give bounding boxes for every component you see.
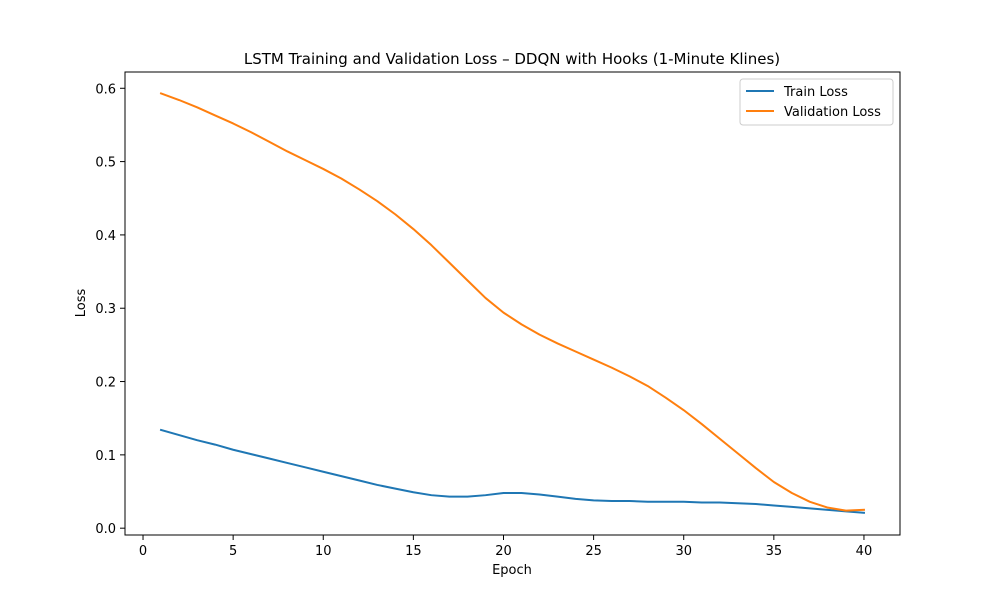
x-tick-label: 40 (856, 544, 873, 559)
legend-box (739, 78, 894, 126)
x-tick-label: 5 (229, 544, 237, 559)
x-axis: 0 5 10 15 20 25 30 35 40 (139, 535, 872, 559)
y-tick-label: 0.6 (95, 82, 116, 97)
series-line-validation-loss (159, 92, 865, 512)
x-axis-label: Epoch (492, 563, 532, 578)
legend: Train Loss Validation Loss (739, 78, 894, 126)
y-tick-label: 0.3 (95, 302, 116, 317)
x-tick-label: 30 (675, 544, 692, 559)
series-group (159, 92, 866, 514)
y-tick-label: 0.4 (95, 229, 116, 244)
plot-frame (124, 71, 901, 536)
x-tick-label: 25 (585, 544, 602, 559)
x-tick-label: 20 (495, 544, 512, 559)
y-tick-label: 0.0 (95, 522, 116, 537)
x-tick-label: 15 (405, 544, 422, 559)
y-tick-label: 0.2 (95, 376, 116, 391)
y-axis-label: Loss (74, 289, 89, 318)
y-tick-label: 0.5 (95, 156, 116, 171)
y-axis: 0.0 0.1 0.2 0.3 0.4 0.5 0.6 (95, 82, 125, 537)
chart-title: LSTM Training and Validation Loss – DDQN… (244, 50, 780, 68)
x-tick-label: 0 (139, 544, 147, 559)
x-tick-label: 10 (315, 544, 332, 559)
legend-text-train-loss: Train Loss (783, 85, 848, 100)
legend-text-validation-loss: Validation Loss (784, 105, 881, 120)
series-line-train-loss (159, 428, 866, 514)
x-tick-label: 35 (766, 544, 783, 559)
y-tick-label: 0.1 (95, 449, 116, 464)
